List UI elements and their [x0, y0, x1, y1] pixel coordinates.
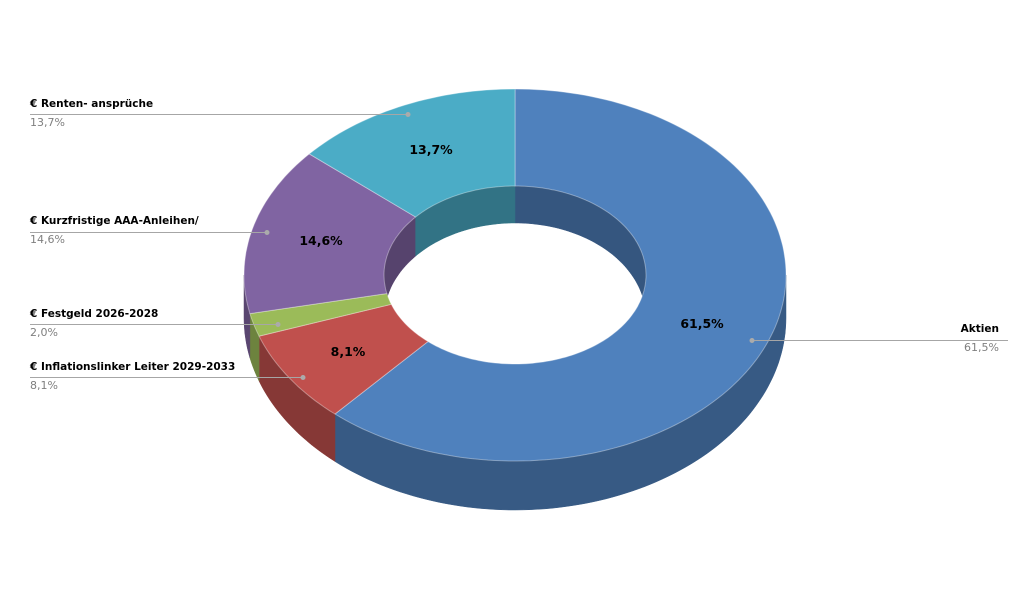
data-label-kurzfristige-aaa-anleihen: 14,6% [299, 233, 343, 248]
callout-inflationslinker-value: 8,1% [30, 379, 58, 392]
callout-leader-dot-0 [405, 112, 411, 117]
data-label-aktien: 61,5% [680, 316, 724, 331]
callout-kurzfristige: € Kurzfristige AAA-Anleihen/ 14,6% [30, 214, 199, 247]
callout-inflationslinker-label: € Inflationslinker Leiter 2029-2033 [30, 361, 236, 373]
callout-festgeld-value: 2,0% [30, 326, 58, 339]
callout-renten-value: 13,7% [30, 116, 65, 129]
callout-kurzfristige-label: € Kurzfristige AAA-Anleihen/ [30, 215, 199, 227]
callout-aktien: Aktien 61,5% [961, 322, 1008, 355]
slice-renten-anspr-che[interactable] [308, 88, 516, 218]
callout-leader-dot-3 [300, 375, 306, 380]
data-label-renten-anspr-che: 13,7% [409, 142, 453, 157]
callout-festgeld-label: € Festgeld 2026-2028 [30, 308, 159, 320]
callout-aktien-value: 61,5% [964, 341, 999, 354]
callout-kurzfristige-value: 14,6% [30, 233, 65, 246]
callout-inflationslinker: € Inflationslinker Leiter 2029-2033 8,1% [30, 360, 235, 393]
callout-leader-dot-1 [264, 230, 270, 235]
callout-aktien-label: Aktien [960, 323, 999, 335]
callout-renten: € Renten- ansprüche 13,7% [30, 97, 153, 130]
slice-kurzfristige-aaa-anleihen-side-wall [243, 274, 251, 359]
callout-leader-dot-2 [275, 322, 281, 327]
callout-renten-label: € Renten- ansprüche [30, 98, 154, 110]
data-label-inflationslinker-leiter-2029-2033: 8,1% [331, 344, 366, 359]
callout-festgeld: € Festgeld 2026-2028 2,0% [30, 307, 158, 340]
callout-leader-dot-4 [749, 338, 755, 343]
